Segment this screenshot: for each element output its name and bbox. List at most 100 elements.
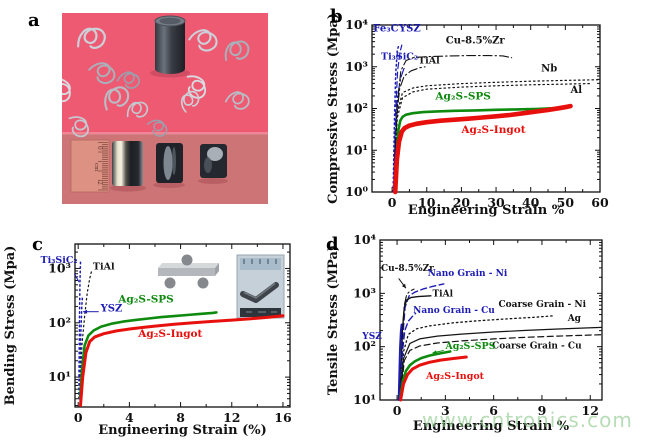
label-ysz: YSZ xyxy=(100,304,123,315)
x-tick-label: 9 xyxy=(538,403,547,418)
x-axis-label: Engineering Strain % xyxy=(413,419,570,434)
panel-d-chart: 10¹ 10² 10³ 10⁴ 0 3 6 9 12 Engineering Strain % Te… xyxy=(325,222,650,444)
label-tial: TiAl xyxy=(93,262,115,273)
series-ti-sic xyxy=(78,261,82,400)
ruler-label-top: 0 xyxy=(96,146,103,150)
support-pin-left-icon xyxy=(164,277,176,289)
tensile-stress-chart: 10¹ 10² 10³ 10⁴ 0 3 6 9 12 Engineering Strain % Te… xyxy=(326,232,603,434)
bending-stress-chart: 10¹ 10² 10³ 0 4 8 12 16 Engineering Strain (%) Be… xyxy=(3,243,292,438)
y-tick-label: 10² xyxy=(345,101,368,116)
x-tick-label: 4 xyxy=(125,410,134,425)
label-nb: Nb xyxy=(541,63,557,74)
cylinder-sample xyxy=(150,15,190,78)
y-axis-label: Compressive Stress (Mpa) xyxy=(326,13,341,204)
y-tick-label: 10⁴ xyxy=(353,232,376,247)
series-ysz xyxy=(78,296,84,400)
panel-letter-c: c xyxy=(32,234,43,255)
label-coarse-grain-ni: Coarse Grain - Ni xyxy=(498,300,586,310)
y-tick-label: 10² xyxy=(48,315,71,330)
series-ag-s-sps xyxy=(78,311,218,400)
y-axis-label: Bending Stress (Mpa) xyxy=(3,246,18,406)
series-ag-s-ingot xyxy=(79,314,285,407)
series-tial xyxy=(399,295,432,392)
ruler-label-bottom: 2 xyxy=(96,181,103,185)
y-tick-label: 10¹ xyxy=(48,369,71,384)
bent-sample-photo-inset xyxy=(236,254,285,319)
x-tick-label: 10 xyxy=(418,195,436,210)
label-coarse-grain-cu: Coarse Grain - Cu xyxy=(492,341,582,351)
series-ag-s-sps xyxy=(393,106,565,194)
bent-sample xyxy=(240,282,279,303)
x-tick-label: 50 xyxy=(557,195,575,210)
label-ysz: YSZ xyxy=(361,332,382,342)
bend-test-schematic xyxy=(158,254,219,289)
panel-c-chart: 10¹ 10² 10³ 0 4 8 12 16 Engineering Strain (%) Be… xyxy=(0,222,325,444)
series-nano-grain-ni xyxy=(399,283,445,397)
axis-ticks xyxy=(372,24,601,193)
label-ti-sic: Ti₃SiC₂ xyxy=(381,51,418,62)
x-tick-label: 3 xyxy=(441,403,450,418)
axis-ticks xyxy=(380,239,602,401)
x-tick-label: 40 xyxy=(522,195,540,210)
series-tial xyxy=(78,270,93,400)
y-tick-label: 10³ xyxy=(48,260,71,275)
label-al: Al xyxy=(570,85,583,96)
x-tick-label: 20 xyxy=(453,195,471,210)
label-ag-s-sps: Ag₂S-SPS xyxy=(444,341,495,352)
panel-letter-d: d xyxy=(326,234,339,255)
sample-long-cylinder xyxy=(112,141,143,186)
panel-a-photo: 0 cm 2 xyxy=(49,13,268,204)
ruler-ticks xyxy=(98,142,108,191)
arrowhead-ysz xyxy=(83,309,88,314)
x-axis-label: Engineering Strain % xyxy=(408,203,565,218)
label-tial: TiAl xyxy=(418,55,440,66)
cylinder-samples-row xyxy=(110,141,228,192)
label-ag-s-ingot: Ag₂S-Ingot xyxy=(460,124,525,136)
sample-photo-svg: 0 cm 2 xyxy=(49,13,268,204)
series-ag-s-ingot xyxy=(399,355,468,402)
plot-box xyxy=(379,239,603,401)
y-tick-label: 10¹ xyxy=(345,142,368,157)
y-tick-label: 10² xyxy=(353,339,376,354)
support-pin-right-icon xyxy=(197,277,209,289)
y-tick-label: 10³ xyxy=(353,285,376,300)
label-nano-grain-ni: Nano Grain - Ni xyxy=(428,269,508,279)
x-tick-label: 6 xyxy=(489,403,498,418)
y-tick-label: 10¹ xyxy=(353,392,376,407)
panel-letter-a: a xyxy=(28,10,40,31)
label-ag-s-sps: Ag₂S-SPS xyxy=(434,90,490,102)
panel-letter-b: b xyxy=(330,6,343,27)
label-ag-s-sps: Ag₂S-SPS xyxy=(117,294,173,306)
x-tick-label: 0 xyxy=(74,410,83,425)
x-tick-label: 0 xyxy=(388,195,397,210)
x-tick-label: 8 xyxy=(176,410,185,425)
series-fe-c xyxy=(392,44,400,193)
y-tick-label: 10⁰ xyxy=(345,184,368,199)
series-ag-s-sps xyxy=(399,350,452,400)
label-ag: Ag xyxy=(567,314,582,324)
x-tick-label: 16 xyxy=(274,410,292,425)
x-tick-label: 60 xyxy=(591,195,609,210)
label-nano-grain-cu: Nano Grain - Cu xyxy=(413,306,495,316)
label-ti-sic: Ti₃SiC₂ xyxy=(41,255,78,266)
arrowhead-ag-s-sps xyxy=(432,350,437,354)
x-tick-label: 12 xyxy=(582,403,599,418)
label-cu-8-5-zr: Cu-8.5%Zr xyxy=(446,36,506,47)
label-fe-c: Fe₃C xyxy=(373,23,398,34)
ruler: 0 cm 2 xyxy=(70,139,110,193)
series-ag xyxy=(399,326,603,401)
series-coarse-grain-cu xyxy=(399,334,603,401)
y-tick-label: 10⁴ xyxy=(345,17,368,32)
series-nb xyxy=(393,79,601,186)
loading-pin-icon xyxy=(181,254,193,266)
series-ti-sic xyxy=(392,66,407,193)
label-tial: TiAl xyxy=(432,289,453,299)
x-tick-label: 0 xyxy=(393,403,402,418)
x-axis-label: Engineering Strain (%) xyxy=(98,423,266,438)
series-ysz xyxy=(397,323,403,401)
ruler-label-mid: cm xyxy=(93,163,99,172)
panel-b-chart: 10⁰ 10¹ 10² 10³ 10⁴ 0 10 20 30 40 50 60 Engineering … xyxy=(325,0,650,222)
series-nano-grain-cu xyxy=(399,312,417,397)
label-ag-s-ingot: Ag₂S-Ingot xyxy=(137,328,202,340)
